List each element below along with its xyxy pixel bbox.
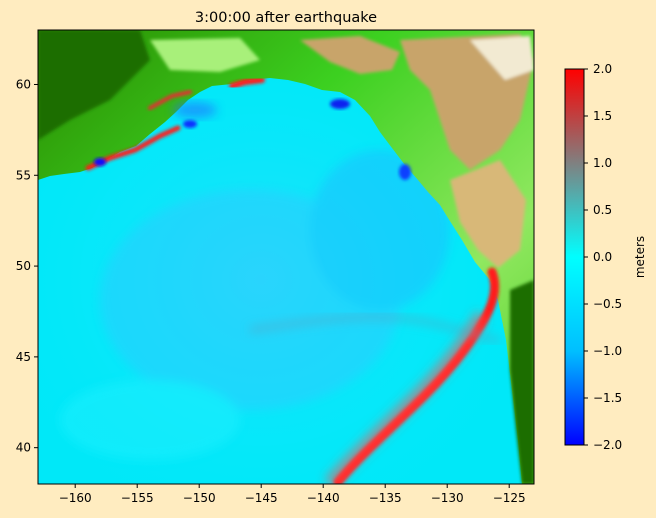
colorbar-tick-label: −1.5: [593, 391, 622, 405]
land-north-america: [38, 30, 534, 484]
colorbar-scale: [564, 68, 585, 446]
chart-title: 3:00:00 after earthquake: [195, 10, 377, 26]
colorbar: 2.0 1.5 1.0 0.5 0.0 −0.5 −1.0 −1.5 −2.0 meters: [564, 62, 647, 452]
colorbar-tick-label: −0.5: [593, 297, 622, 311]
plot-frame: [37, 29, 535, 485]
colorbar-ticks: 2.0 1.5 1.0 0.5 0.0 −0.5 −1.0 −1.5 −2.0: [584, 62, 622, 452]
colorbar-tick-label: 2.0: [593, 62, 612, 76]
x-tick-label: −155: [121, 491, 154, 505]
colorbar-tick-label: 1.0: [593, 156, 612, 170]
x-tick-label: −160: [59, 491, 92, 505]
x-axis: −160 −155 −150 −145 −140 −135 −130 −125: [59, 484, 526, 505]
x-tick-label: −125: [493, 491, 526, 505]
x-tick-label: −135: [369, 491, 402, 505]
x-tick-label: −140: [307, 491, 340, 505]
y-tick-label: 60: [16, 77, 31, 91]
y-tick-label: 50: [16, 259, 31, 273]
land-highlands: [38, 30, 534, 484]
y-tick-label: 55: [16, 168, 31, 182]
colorbar-tick-label: −1.0: [593, 344, 622, 358]
x-tick-label: −130: [431, 491, 464, 505]
y-axis: 40 45 50 55 60: [16, 77, 38, 455]
colorbar-tick-label: −2.0: [593, 438, 622, 452]
colorbar-label: meters: [633, 236, 647, 278]
colorbar-tick-label: 0.5: [593, 203, 612, 217]
x-tick-label: −150: [183, 491, 216, 505]
y-tick-label: 40: [16, 441, 31, 455]
x-tick-label: −145: [245, 491, 278, 505]
wave-fronts: [85, 77, 501, 484]
colorbar-tick-label: 1.5: [593, 109, 612, 123]
map-plot: [38, 30, 534, 484]
y-tick-label: 45: [16, 350, 31, 364]
colorbar-tick-label: 0.0: [593, 250, 612, 264]
